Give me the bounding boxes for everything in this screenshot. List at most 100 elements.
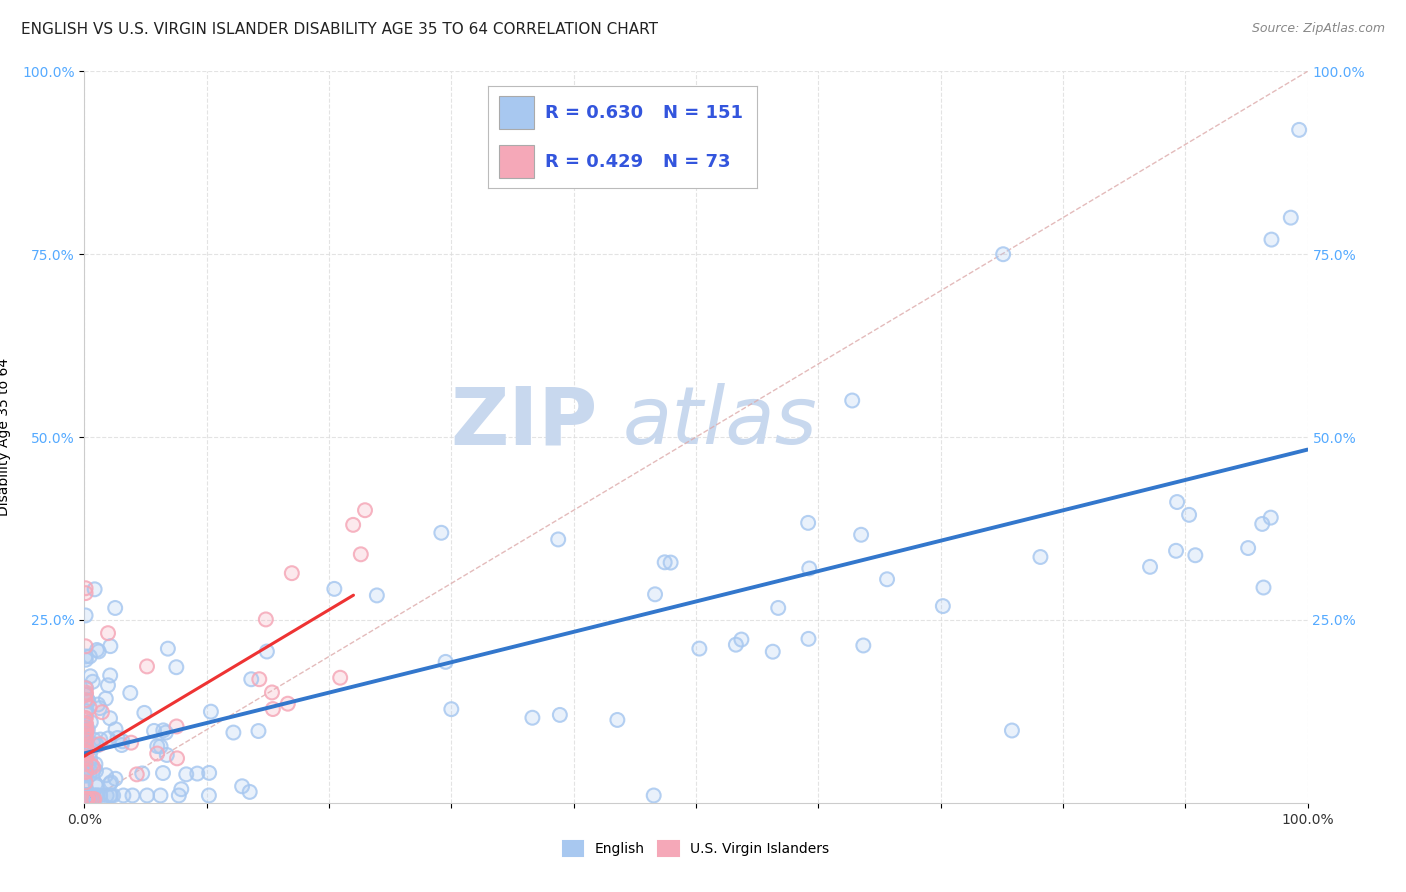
Point — [75, 775, 97, 789]
Point — [75, 681, 97, 696]
Point — [198, 789, 221, 803]
Point — [94, 691, 117, 706]
Point — [89, 701, 111, 715]
Point — [240, 673, 263, 687]
Point — [730, 632, 752, 647]
Point — [606, 713, 628, 727]
Point — [75, 792, 97, 806]
Point — [231, 779, 253, 793]
Point — [149, 789, 172, 803]
Point — [75, 711, 97, 725]
Point — [76, 723, 98, 738]
Point — [75, 688, 97, 702]
Point — [75, 747, 97, 761]
Point — [98, 711, 121, 725]
Point — [91, 705, 114, 719]
Point — [75, 792, 97, 806]
Point — [797, 516, 820, 530]
Point — [79, 789, 101, 803]
Point — [876, 572, 898, 586]
Point — [430, 525, 453, 540]
Point — [112, 789, 135, 803]
Point — [1253, 581, 1275, 595]
Point — [75, 732, 97, 747]
Point — [170, 782, 193, 797]
Point — [76, 792, 98, 806]
Point — [121, 789, 143, 803]
Point — [86, 739, 108, 753]
Point — [75, 711, 97, 725]
Point — [77, 789, 100, 803]
Point — [222, 725, 245, 739]
Point — [239, 785, 262, 799]
Point — [82, 792, 104, 806]
Point — [152, 723, 174, 738]
Text: ENGLISH VS U.S. VIRGIN ISLANDER DISABILITY AGE 35 TO 64 CORRELATION CHART: ENGLISH VS U.S. VIRGIN ISLANDER DISABILI… — [21, 22, 658, 37]
Point — [149, 789, 172, 803]
Point — [644, 587, 666, 601]
Point — [75, 789, 97, 803]
Point — [75, 681, 97, 695]
Point — [75, 586, 97, 600]
Point — [77, 694, 100, 708]
Point — [75, 755, 97, 769]
Point — [167, 789, 190, 803]
Point — [239, 785, 262, 799]
Point — [75, 745, 97, 759]
Point — [111, 738, 134, 752]
Point — [174, 767, 197, 781]
Point — [75, 737, 97, 751]
Point — [136, 659, 159, 673]
Point — [125, 767, 148, 781]
Point — [75, 733, 97, 747]
Point — [76, 723, 98, 738]
Point — [143, 723, 166, 738]
Point — [107, 731, 129, 745]
Point — [98, 639, 121, 653]
Point — [932, 599, 955, 613]
Point — [84, 757, 107, 772]
Point — [152, 766, 174, 780]
Point — [75, 721, 97, 735]
Point — [75, 781, 97, 796]
Point — [1260, 233, 1282, 247]
Point — [97, 626, 120, 640]
Point — [932, 599, 955, 613]
Point — [111, 734, 134, 748]
Point — [75, 792, 97, 806]
Point — [120, 686, 142, 700]
Point — [849, 528, 872, 542]
Point — [75, 746, 97, 760]
Point — [149, 739, 172, 754]
Point — [75, 688, 97, 702]
Point — [75, 640, 97, 654]
Point — [104, 601, 127, 615]
Point — [80, 758, 103, 772]
Point — [75, 653, 97, 667]
Point — [87, 698, 110, 712]
Point — [82, 737, 104, 751]
Point — [262, 702, 284, 716]
Point — [522, 711, 544, 725]
Point — [86, 739, 108, 753]
Point — [1139, 559, 1161, 574]
Point — [82, 760, 104, 774]
Point — [75, 717, 97, 731]
Point — [75, 789, 97, 803]
Point — [75, 740, 97, 755]
Point — [75, 789, 97, 803]
Point — [852, 639, 875, 653]
Point — [75, 792, 97, 806]
Point — [76, 789, 98, 803]
Point — [1288, 123, 1310, 137]
Point — [146, 747, 169, 761]
Point — [79, 700, 101, 714]
Point — [75, 747, 97, 761]
Point — [87, 644, 110, 658]
Point — [84, 777, 107, 791]
Point — [75, 732, 97, 747]
Point — [75, 586, 97, 600]
Point — [156, 641, 179, 656]
Point — [98, 777, 121, 791]
Point — [876, 572, 898, 586]
